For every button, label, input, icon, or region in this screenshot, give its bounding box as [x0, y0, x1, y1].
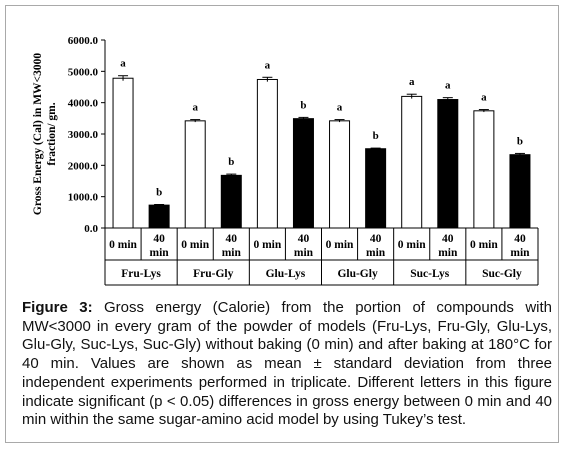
subcategory-label: 40 [298, 233, 310, 245]
caption-text: Gross energy (Calorie) from the portion … [22, 299, 552, 429]
bar [401, 95, 423, 229]
significance-letter: a [481, 92, 487, 104]
bar [509, 154, 531, 229]
subcategory-label: min [150, 247, 170, 259]
bar [184, 120, 206, 229]
subcategory-label: 0 min [326, 239, 354, 251]
bar [220, 174, 242, 229]
bar [473, 110, 495, 229]
significance-letter: b [300, 99, 306, 111]
significance-letter: a [265, 59, 271, 71]
subcategory-label: 0 min [253, 239, 281, 251]
y-tick-label: 1000.0 [68, 192, 99, 204]
y-tick-label: 2000.0 [68, 160, 99, 172]
bar [329, 120, 351, 229]
significance-letter: a [337, 102, 343, 114]
y-tick-label: 6000.0 [68, 35, 99, 47]
subcategory-label: 0 min [470, 239, 498, 251]
subcategory-label: min [366, 247, 386, 259]
bar [112, 77, 134, 229]
y-tick-label: 4000.0 [68, 98, 99, 110]
subcategory-label: min [438, 247, 458, 259]
significance-letter: b [373, 130, 379, 142]
subcategory-label: 0 min [398, 239, 426, 251]
subcategory-label: 40 [442, 233, 454, 245]
significance-letter: b [156, 187, 162, 199]
significance-letter: b [228, 156, 234, 168]
subcategory-label: 0 min [181, 239, 209, 251]
subcategory-label: 40 [226, 233, 238, 245]
group-label: Suc-Gly [482, 268, 522, 280]
significance-letter: a [192, 102, 198, 114]
group-label: Fru-Lys [121, 268, 161, 280]
subcategory-label: 40 [514, 233, 526, 245]
subcategory-label: min [222, 247, 242, 259]
group-label: Fru-Gly [193, 268, 233, 280]
caption-label: Figure 3: [22, 299, 93, 316]
bar-chart: 0.0 1000.0 2000.0 3000.0 4000.0 5000.0 6000.0 G… [32, 35, 539, 286]
bar [437, 99, 459, 229]
subcategory-label: 0 min [109, 239, 137, 251]
figure-frame: 0.0 1000.0 2000.0 3000.0 4000.0 5000.0 6000.0 G… [5, 5, 559, 443]
y-axis-title-line-2: fraction/ gm. [46, 102, 58, 165]
bar [292, 118, 314, 229]
y-tick-label: 3000.0 [68, 129, 99, 141]
group-label: Glu-Lys [266, 268, 306, 280]
significance-letter: a [445, 80, 451, 92]
significance-letter: b [517, 135, 523, 147]
y-axis-title: Gross Energy (Cal) in MW<3000 [32, 53, 44, 215]
figure-caption: Figure 3: Gross energy (Calorie) from th… [22, 299, 552, 430]
bar [256, 78, 278, 229]
bar [365, 148, 387, 229]
subcategory-label: min [294, 247, 314, 259]
subcategory-label: 40 [153, 233, 165, 245]
significance-letter: a [409, 76, 415, 88]
y-tick-label: 0.0 [84, 223, 98, 235]
subcategory-label: min [510, 247, 530, 259]
subcategory-label: 40 [370, 233, 382, 245]
group-label: Suc-Lys [410, 268, 450, 280]
y-tick-label: 5000.0 [68, 66, 99, 78]
significance-letter: a [120, 58, 126, 70]
bar [148, 204, 170, 229]
group-label: Glu-Gly [337, 268, 378, 280]
